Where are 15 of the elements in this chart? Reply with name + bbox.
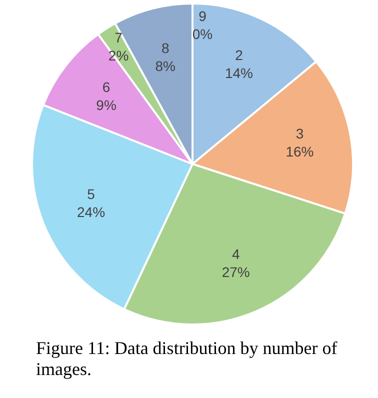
slice-label: 8: [161, 40, 170, 56]
slice-label: 6: [102, 78, 110, 95]
slice-label: 4: [232, 246, 240, 262]
data-label: 9%: [96, 96, 116, 113]
data-label: 8%: [155, 58, 176, 74]
data-label: 27%: [222, 264, 250, 280]
data-label: 24%: [77, 204, 106, 220]
slice-label: 7: [114, 29, 123, 46]
data-label: 16%: [286, 143, 314, 160]
slice-label: 3: [296, 125, 304, 142]
slice-label: 2: [235, 47, 244, 64]
category-label: 9: [198, 8, 206, 24]
caption: Figure 11: Data distribution by number of images.: [36, 338, 338, 380]
slice-label: 5: [87, 186, 96, 202]
data-label: 14%: [224, 65, 253, 82]
